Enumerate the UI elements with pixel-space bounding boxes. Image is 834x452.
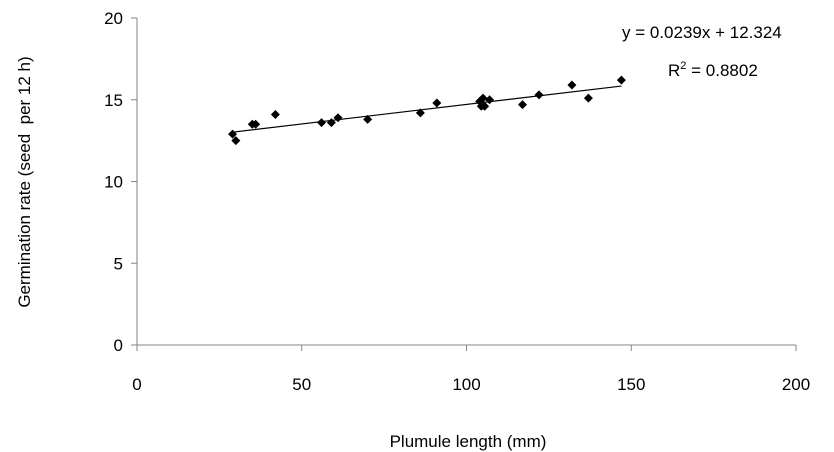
trendline-equation: y = 0.0239x + 12.324 bbox=[622, 23, 782, 42]
r-squared-exponent: 2 bbox=[680, 60, 686, 72]
r-squared-value: = 0.8802 bbox=[686, 61, 757, 80]
x-tick-label: 100 bbox=[452, 375, 480, 394]
data-points bbox=[228, 75, 626, 146]
x-tick-label: 50 bbox=[292, 375, 311, 394]
y-tick-label: 10 bbox=[104, 173, 123, 192]
x-tick-label: 0 bbox=[132, 375, 141, 394]
x-tick-label: 200 bbox=[782, 375, 810, 394]
data-point bbox=[363, 114, 373, 124]
y-tick-label: 15 bbox=[104, 91, 123, 110]
data-point bbox=[228, 129, 238, 139]
data-point bbox=[518, 100, 528, 110]
r-squared-label: R2 = 0.8802 bbox=[668, 60, 758, 80]
data-point bbox=[485, 95, 495, 105]
y-axis-title: Germination rate (seed per 12 h) bbox=[15, 56, 34, 307]
data-point bbox=[583, 93, 593, 103]
y-tick-label: 5 bbox=[114, 254, 123, 273]
y-tick-label: 0 bbox=[114, 336, 123, 355]
data-point bbox=[616, 75, 626, 85]
data-point bbox=[478, 93, 488, 103]
data-point bbox=[270, 109, 280, 119]
data-point bbox=[415, 108, 425, 118]
data-point bbox=[333, 113, 343, 123]
data-point bbox=[326, 118, 336, 128]
y-tick-label: 20 bbox=[104, 9, 123, 28]
x-axis-ticks: 0 50 100 150 200 bbox=[132, 345, 810, 394]
data-point bbox=[251, 119, 261, 129]
r-squared-letter: R bbox=[668, 61, 680, 80]
data-point bbox=[231, 136, 241, 146]
data-point bbox=[432, 98, 442, 108]
data-point bbox=[567, 80, 577, 90]
x-tick-label: 150 bbox=[617, 375, 645, 394]
y-axis-ticks: 0 5 10 15 20 bbox=[104, 9, 137, 355]
data-point bbox=[534, 90, 544, 100]
data-point bbox=[317, 118, 327, 128]
x-axis-title: Plumule length (mm) bbox=[390, 432, 547, 451]
trendline bbox=[232, 85, 622, 133]
data-point bbox=[480, 101, 490, 111]
